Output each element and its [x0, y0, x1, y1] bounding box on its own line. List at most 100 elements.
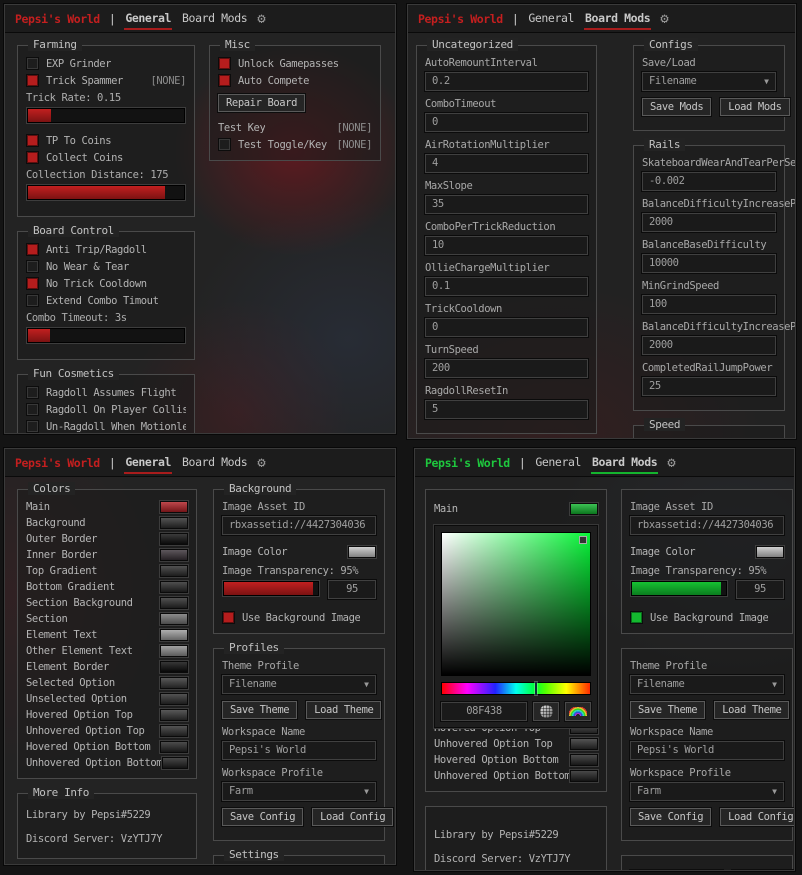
titlebar[interactable]: Pepsi's World | General Board Mods ⚙ — [5, 5, 395, 33]
color-row[interactable]: Unhovered Option Bottom — [434, 768, 598, 784]
load-config-button[interactable]: Load Config — [312, 808, 394, 826]
save-theme-button[interactable]: Save Theme — [222, 701, 298, 719]
sv-cursor[interactable] — [579, 536, 587, 544]
workspace-name-input[interactable]: Pepsi's World — [630, 741, 784, 760]
collection-distance-slider[interactable] — [26, 184, 186, 201]
checkbox[interactable] — [26, 57, 39, 70]
tab-general[interactable]: General — [535, 455, 582, 469]
combo-timeout-slider[interactable] — [26, 327, 186, 344]
load-config-button[interactable]: Load Config — [720, 808, 794, 826]
color-swatch[interactable] — [160, 661, 188, 673]
hue-slider[interactable] — [441, 682, 591, 695]
workspace-name-input[interactable]: Pepsi's World — [222, 741, 376, 760]
keybind-label[interactable]: [NONE] — [336, 138, 372, 151]
checkbox[interactable] — [26, 277, 39, 290]
checkbox[interactable] — [26, 420, 39, 433]
image-color-row[interactable]: Image Color — [222, 542, 376, 562]
color-row[interactable]: Unhovered Option Bottom — [26, 755, 188, 771]
checkbox-row[interactable]: Trick Spammer [NONE] — [26, 72, 186, 89]
checkbox-row[interactable]: Auto Compete — [218, 72, 372, 89]
checkbox[interactable] — [630, 611, 643, 624]
checkbox[interactable] — [218, 74, 231, 87]
color-row-main[interactable]: Main — [434, 499, 598, 519]
disco-ball-button[interactable] — [533, 702, 559, 721]
checkbox[interactable] — [26, 294, 39, 307]
gear-icon[interactable]: ⚙ — [667, 454, 676, 471]
color-swatch[interactable] — [160, 693, 188, 705]
color-swatch[interactable] — [160, 533, 188, 545]
field-input[interactable]: 0.2 — [425, 72, 588, 91]
tab-general[interactable]: General — [124, 451, 173, 474]
checkbox-row[interactable]: Collect Coins — [26, 149, 186, 166]
transparency-slider[interactable] — [222, 580, 320, 597]
field-input[interactable]: -0.002 — [642, 172, 776, 191]
keybind-label[interactable]: [NONE] — [336, 121, 372, 134]
color-row[interactable]: Main — [26, 499, 188, 515]
color-row[interactable]: Section Background — [26, 595, 188, 611]
checkbox[interactable] — [26, 403, 39, 416]
image-color-swatch[interactable] — [756, 546, 784, 558]
trick-rate-slider[interactable] — [26, 107, 186, 124]
save-config-button[interactable]: Save Config — [630, 808, 712, 826]
color-swatch[interactable] — [160, 517, 188, 529]
field-input[interactable]: 2000 — [642, 336, 776, 355]
repair-board-button[interactable]: Repair Board — [218, 94, 306, 112]
field-input[interactable]: 5 — [425, 400, 588, 419]
checkbox[interactable] — [26, 260, 39, 273]
field-input[interactable]: 0.1 — [425, 277, 588, 296]
field-input[interactable]: 10 — [425, 236, 588, 255]
color-swatch[interactable] — [160, 613, 188, 625]
field-input[interactable]: 100 — [642, 295, 776, 314]
color-row[interactable]: Top Gradient — [26, 563, 188, 579]
color-swatch[interactable] — [162, 757, 188, 769]
color-row[interactable]: Unselected Option — [26, 691, 188, 707]
tab-board-mods[interactable]: Board Mods — [182, 11, 248, 25]
checkbox-row[interactable]: Unlock Gamepasses — [218, 55, 372, 72]
field-input[interactable]: 0 — [425, 318, 588, 337]
field-input[interactable]: 35 — [425, 195, 588, 214]
tab-board-mods[interactable]: Board Mods — [584, 7, 652, 30]
rainbow-button[interactable] — [565, 702, 591, 721]
color-swatch[interactable] — [160, 677, 188, 689]
color-swatch[interactable] — [160, 709, 188, 721]
color-row[interactable]: Outer Border — [26, 531, 188, 547]
checkbox-row[interactable]: No Trick Cooldown — [26, 275, 186, 292]
color-row[interactable]: Hovered Option Bottom — [26, 739, 188, 755]
color-row[interactable]: Hovered Option Top — [26, 707, 188, 723]
save-mods-button[interactable]: Save Mods — [642, 98, 712, 116]
color-swatch[interactable] — [160, 565, 188, 577]
image-asset-id-input[interactable]: rbxassetid://4427304036 — [222, 516, 376, 535]
color-swatch[interactable] — [160, 629, 188, 641]
load-theme-button[interactable]: Load Theme — [714, 701, 790, 719]
checkbox-row[interactable]: Ragdoll Assumes Flight — [26, 384, 186, 401]
field-input[interactable]: 200 — [425, 359, 588, 378]
color-swatch[interactable] — [570, 770, 598, 782]
color-row[interactable]: Unhovered Option Top — [26, 723, 188, 739]
color-row[interactable]: Element Text — [26, 627, 188, 643]
checkbox-row[interactable]: Test Toggle/Key [NONE] — [218, 136, 372, 153]
color-swatch[interactable] — [160, 741, 188, 753]
color-row[interactable]: Background — [26, 515, 188, 531]
save-theme-button[interactable]: Save Theme — [630, 701, 706, 719]
color-swatch[interactable] — [160, 597, 188, 609]
load-theme-button[interactable]: Load Theme — [306, 701, 382, 719]
image-color-row[interactable]: Image Color — [630, 542, 784, 562]
color-swatch[interactable] — [160, 581, 188, 593]
checkbox-row[interactable]: Extend Combo Timout — [26, 292, 186, 309]
color-row[interactable]: Element Border — [26, 659, 188, 675]
checkbox-row[interactable]: Un-Ragdoll When Motionless — [26, 418, 186, 433]
tab-general[interactable]: General — [124, 7, 173, 30]
image-color-swatch[interactable] — [348, 546, 376, 558]
titlebar[interactable]: Pepsi's World | General Board Mods ⚙ — [408, 5, 795, 33]
reset-gui-button[interactable]: Reset GUI — [732, 870, 795, 871]
color-swatch[interactable] — [570, 503, 598, 515]
transparency-slider[interactable] — [630, 580, 728, 597]
gear-icon[interactable]: ⚙ — [257, 10, 266, 27]
color-row[interactable]: Section — [26, 611, 188, 627]
color-swatch[interactable] — [570, 738, 598, 750]
checkbox[interactable] — [222, 611, 235, 624]
field-input[interactable]: 2000 — [642, 213, 776, 232]
color-row[interactable]: Unhovered Option Top — [434, 736, 598, 752]
color-row[interactable]: Inner Border — [26, 547, 188, 563]
field-input[interactable]: 4 — [425, 154, 588, 173]
